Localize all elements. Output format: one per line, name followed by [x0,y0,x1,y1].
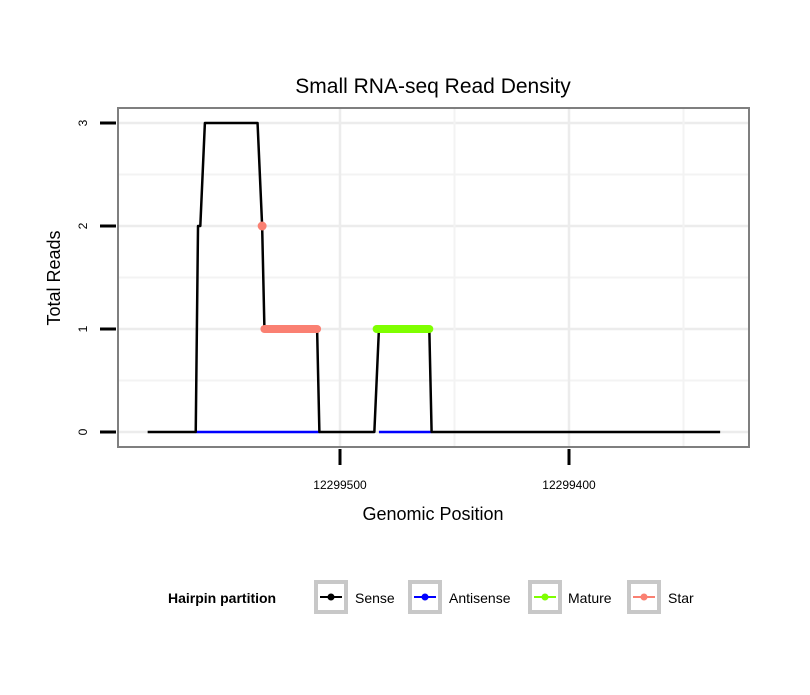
legend: Hairpin partition Sense Antisense Mature St… [168,580,694,614]
legend-label-antisense: Antisense [449,590,511,606]
y-tick-label: 3 [76,119,90,126]
x-axis-label: Genomic Position [362,504,503,524]
y-tick-label: 2 [76,222,90,229]
y-tick-label: 1 [76,325,90,332]
legend-label-sense: Sense [355,590,395,606]
plot-panel-border [117,107,750,448]
legend-marker-mature [541,593,549,601]
x-tick-label: 12299500 [313,478,367,492]
y-axis-label: Total Reads [44,230,64,325]
series-star-point [257,221,267,231]
chart-title: Small RNA-seq Read Density [295,75,571,98]
y-tick-label: 0 [76,428,90,435]
legend-marker-antisense [421,593,429,601]
legend-label-star: Star [668,590,694,606]
legend-label-mature: Mature [568,590,612,606]
legend-title: Hairpin partition [168,590,276,606]
x-tick-label: 12299400 [542,478,596,492]
legend-marker-star [640,593,648,601]
legend-marker-sense [327,593,335,601]
